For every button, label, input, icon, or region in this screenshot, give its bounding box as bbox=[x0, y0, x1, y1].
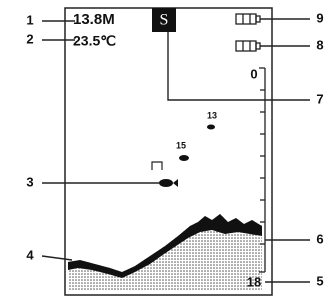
callout-number: 9 bbox=[316, 10, 323, 25]
callout-number: 8 bbox=[316, 37, 323, 52]
callout-number: 4 bbox=[26, 247, 34, 262]
callout-number: 7 bbox=[316, 91, 323, 106]
fishfinder-diagram: 13.8M 23.5℃ S 0 18 13 15 1 2 3 4 5 6 7 bbox=[0, 0, 333, 300]
fish-icon bbox=[179, 155, 189, 161]
fish-icon bbox=[207, 125, 215, 130]
callout-number: 1 bbox=[26, 12, 33, 27]
temperature-readout: 23.5℃ bbox=[73, 33, 116, 49]
callout-number: 3 bbox=[26, 174, 33, 189]
callout-number: 6 bbox=[316, 231, 323, 246]
scale-top: 0 bbox=[250, 66, 257, 81]
scale-bottom: 18 bbox=[247, 274, 261, 289]
mode-label: S bbox=[160, 12, 169, 29]
callout-number: 2 bbox=[26, 31, 33, 46]
callout-number: 5 bbox=[316, 273, 323, 288]
depth-readout: 13.8M bbox=[73, 11, 115, 28]
fish-depth-label: 13 bbox=[207, 110, 217, 120]
fish-depth-label: 15 bbox=[176, 140, 186, 150]
fish-icon bbox=[159, 179, 173, 187]
